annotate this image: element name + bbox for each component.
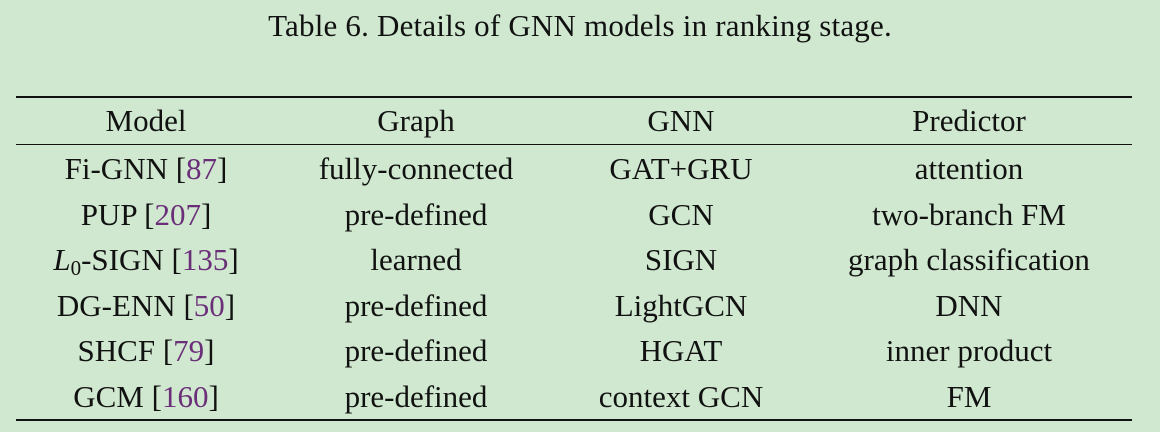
column-header-model: Model	[105, 103, 187, 138]
table-row: DG-ENN [50] pre-defined LightGCN DNN	[16, 283, 1132, 329]
model-cell: DG-ENN [50]	[56, 287, 236, 323]
table-header-row: Model Graph GNN Predictor	[16, 97, 1132, 145]
column-header-gnn: GNN	[647, 103, 715, 138]
predictor-cell: graph classification	[848, 242, 1090, 277]
graph-cell: pre-defined	[344, 378, 488, 414]
graph-cell: pre-defined	[344, 196, 488, 232]
model-name: DG-ENN	[56, 287, 176, 323]
predictor-cell: two-branch FM	[872, 196, 1066, 232]
table-body: Fi-GNN [87] fully-connected GAT+GRU attenti…	[16, 145, 1132, 420]
citation-link[interactable]: 50	[193, 287, 225, 323]
table-row: SHCF [79] pre-defined HGAT inner product	[16, 328, 1132, 374]
model-name: -SIGN	[81, 242, 164, 277]
model-cell: SHCF [79]	[77, 333, 215, 368]
gnn-cell: context GCN	[598, 378, 764, 414]
citation-link[interactable]: 87	[186, 151, 218, 186]
graph-cell: pre-defined	[344, 333, 488, 368]
gnn-cell: GAT+GRU	[609, 151, 753, 186]
predictor-cell: attention	[914, 151, 1024, 186]
gnn-cell: HGAT	[639, 333, 723, 368]
table-row: PUP [207] pre-defined GCN two-branch FM	[16, 192, 1132, 238]
model-name: SHCF	[77, 333, 156, 368]
citation-link[interactable]: 160	[161, 378, 209, 414]
citation-link[interactable]: 135	[181, 242, 229, 277]
gnn-models-table: Model Graph GNN Predictor Fi-GNN [87] ful…	[16, 96, 1132, 421]
predictor-cell: DNN	[935, 287, 1003, 323]
table-row: Fi-GNN [87] fully-connected GAT+GRU attenti…	[16, 145, 1132, 192]
column-header-predictor: Predictor	[912, 103, 1026, 138]
predictor-cell: FM	[946, 378, 992, 414]
citation-link[interactable]: 207	[154, 196, 201, 232]
gnn-cell: LightGCN	[614, 287, 748, 323]
model-cell: Fi-GNN [87]	[64, 151, 228, 186]
table-row: L0-SIGN [135] learned SIGN graph classifica…	[16, 237, 1132, 283]
predictor-cell: inner product	[885, 333, 1053, 368]
graph-cell: pre-defined	[344, 287, 488, 323]
model-name: Fi-GNN	[64, 151, 168, 186]
model-cell: L0-SIGN [135]	[53, 242, 239, 280]
model-name-subscript: 0	[70, 256, 82, 280]
citation-link[interactable]: 79	[173, 333, 205, 368]
model-cell: PUP [207]	[80, 196, 212, 232]
model-cell: GCM [160]	[73, 378, 219, 414]
model-name-prefix: L	[53, 242, 71, 277]
graph-cell: learned	[370, 242, 462, 277]
table-row: GCM [160] pre-defined context GCN FM	[16, 374, 1132, 420]
model-name: GCM	[73, 378, 144, 414]
column-header-graph: Graph	[377, 103, 455, 138]
gnn-cell: GCN	[648, 196, 714, 232]
model-name: PUP	[80, 196, 137, 232]
table-caption: Table 6. Details of GNN models in rankin…	[268, 8, 892, 43]
graph-cell: fully-connected	[318, 151, 514, 186]
gnn-cell: SIGN	[644, 242, 718, 277]
table-container: Model Graph GNN Predictor Fi-GNN [87] ful…	[16, 96, 1132, 421]
